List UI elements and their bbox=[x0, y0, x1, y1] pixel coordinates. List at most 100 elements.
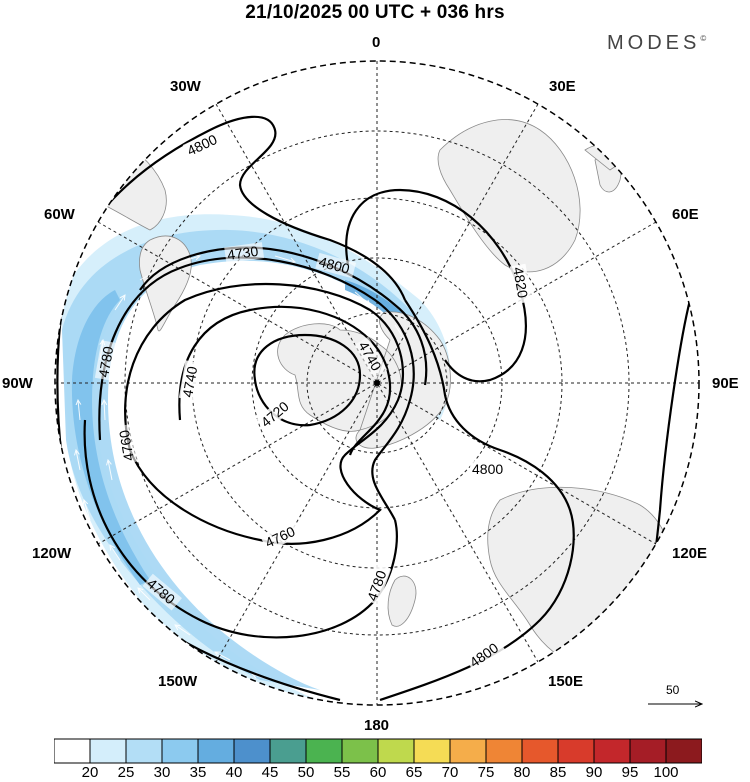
contour-label: 4820 bbox=[510, 266, 531, 300]
colorbar-tick-label: 90 bbox=[585, 764, 603, 781]
colorbar-swatch bbox=[521, 738, 559, 764]
contour-4720 bbox=[253, 333, 362, 427]
latitude-circle bbox=[124, 130, 630, 636]
lon-label-90e: 90E bbox=[712, 375, 739, 392]
height-contours bbox=[56, 115, 692, 702]
meridian bbox=[215, 103, 539, 663]
antarctica bbox=[277, 311, 451, 449]
colorbar-tick-label: 25 bbox=[117, 764, 135, 781]
wind-vector bbox=[274, 255, 295, 262]
colorbar-swatch bbox=[305, 738, 343, 764]
colorbar-tick-label: 70 bbox=[441, 764, 459, 781]
wind-vector bbox=[215, 652, 231, 661]
meridian bbox=[97, 221, 657, 545]
colorbar-tick-label: 60 bbox=[369, 764, 387, 781]
colorbar-tick-label: 95 bbox=[621, 764, 639, 781]
colorbar bbox=[54, 738, 702, 764]
colorbar-swatch bbox=[125, 738, 163, 764]
contour-label: 4800 bbox=[472, 461, 503, 477]
new-zealand bbox=[387, 575, 417, 627]
colorbar-tick-label: 55 bbox=[333, 764, 351, 781]
colorbar-swatch bbox=[593, 738, 631, 764]
colorbar-tick-label: 45 bbox=[261, 764, 279, 781]
colorbar-swatch bbox=[161, 738, 199, 764]
south-america-north bbox=[59, 133, 167, 231]
brand-name: MODES bbox=[607, 32, 701, 54]
lon-label-120e: 120E bbox=[672, 545, 708, 562]
lon-label-60e: 60E bbox=[672, 206, 699, 223]
wind-vector bbox=[354, 291, 370, 305]
colorbar-tick-label: 100 bbox=[653, 764, 679, 781]
colorbar-swatch bbox=[413, 738, 451, 764]
wind-vector bbox=[104, 400, 105, 421]
lon-label-30w: 30W bbox=[170, 78, 201, 95]
colorbar-tick-label: 40 bbox=[225, 764, 243, 781]
lon-label-30e: 30E bbox=[549, 78, 576, 95]
colorbar-swatch bbox=[557, 738, 595, 764]
colorbar-tick-label: 75 bbox=[477, 764, 495, 781]
colorbar-tick-label: 85 bbox=[549, 764, 567, 781]
contour-4760 bbox=[124, 282, 405, 545]
meridian bbox=[215, 103, 539, 663]
chart-title: 21/10/2025 00 UTC + 036 hrs bbox=[245, 2, 505, 23]
colorbar-swatch bbox=[665, 738, 702, 764]
wind-vector bbox=[84, 500, 91, 521]
colorbar-swatch bbox=[629, 738, 667, 764]
colorbar-swatch bbox=[54, 738, 91, 764]
lon-label-150e: 150E bbox=[548, 673, 584, 690]
colorbar-swatch bbox=[377, 738, 415, 764]
colorbar-swatch bbox=[89, 738, 127, 764]
jet-core bbox=[71, 290, 150, 585]
colorbar-tick-label: 20 bbox=[81, 764, 99, 781]
contour-4780-left bbox=[98, 256, 415, 521]
colorbar-swatch bbox=[233, 738, 271, 764]
wind-vector bbox=[110, 545, 121, 561]
lon-label-60w: 60W bbox=[44, 206, 75, 223]
colorbar-swatch bbox=[449, 738, 487, 764]
colorbar-swatch bbox=[197, 738, 235, 764]
colorbar-tick-label: 80 bbox=[513, 764, 531, 781]
wind-vector bbox=[179, 256, 200, 263]
contour-4740 bbox=[178, 305, 392, 456]
wind-vector bbox=[175, 625, 191, 636]
contour-label: 4780 bbox=[95, 345, 116, 379]
wind-vector bbox=[78, 400, 80, 421]
colorbar-labels: 20 25 30 35 40 45 50 55 60 65 70 75 80 85 90 95 100 bbox=[0, 764, 750, 782]
colorbar-tick-label: 30 bbox=[153, 764, 171, 781]
contour-4800-top bbox=[69, 115, 407, 301]
lon-label-180: 180 bbox=[364, 717, 390, 734]
colorbar-tick-label: 50 bbox=[297, 764, 315, 781]
colorbar-swatch bbox=[269, 738, 307, 764]
lon-label-90w: 90W bbox=[2, 375, 33, 392]
colorbar-tick-label: 35 bbox=[189, 764, 207, 781]
contour-outer-east bbox=[638, 299, 692, 641]
contour-4820 bbox=[345, 188, 527, 383]
wind-vector bbox=[76, 450, 81, 471]
meridian bbox=[97, 221, 657, 545]
wind-vector bbox=[108, 460, 113, 481]
wind-vector bbox=[114, 295, 125, 311]
lon-label-150w: 150W bbox=[158, 673, 198, 690]
lon-label-0: 0 bbox=[372, 34, 381, 51]
africa bbox=[437, 119, 581, 273]
brand-mark: © bbox=[700, 34, 707, 43]
southern-africa-tip bbox=[584, 144, 626, 171]
colorbar-tick-label: 65 bbox=[405, 764, 423, 781]
contour-label: 4740 bbox=[179, 365, 200, 399]
contour-4780-bottom bbox=[83, 419, 398, 639]
contour-label: 4760 bbox=[263, 523, 298, 551]
jet-band-main bbox=[62, 229, 438, 690]
colorbar-swatch bbox=[485, 738, 523, 764]
wind-vector bbox=[394, 324, 405, 340]
lon-label-120w: 120W bbox=[32, 545, 72, 562]
wind-vector bbox=[138, 588, 151, 601]
australia bbox=[487, 486, 677, 671]
pole-marker bbox=[374, 380, 380, 386]
map-boundary bbox=[54, 60, 700, 706]
contour-label: 4730 bbox=[226, 243, 259, 263]
colorbar-swatch bbox=[341, 738, 379, 764]
contour-label: 4760 bbox=[116, 429, 137, 463]
contour-label: 4800 bbox=[185, 131, 220, 159]
vector-scale-label: 50 bbox=[666, 683, 680, 697]
